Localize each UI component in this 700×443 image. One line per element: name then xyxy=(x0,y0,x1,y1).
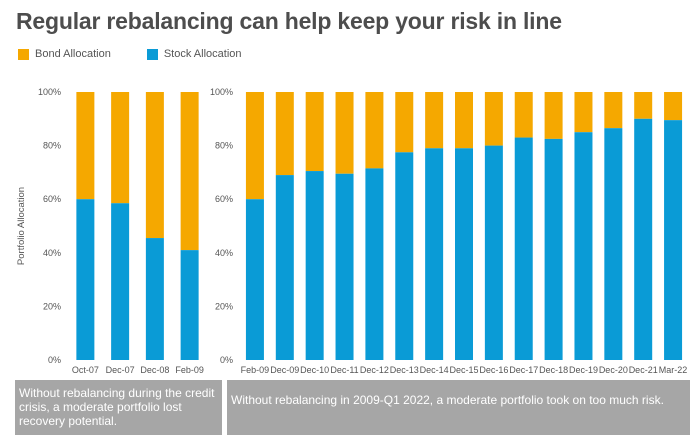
right-bar-bond xyxy=(574,92,593,133)
left-bar-stock xyxy=(76,199,95,360)
left-chart: 0% 20% 40% 60% 80% 100% Portfolio Allocation Oc… xyxy=(16,87,204,375)
legend-swatch-stock xyxy=(146,48,158,60)
right-bar-bond xyxy=(425,92,444,149)
right-xtick-label: Dec-13 xyxy=(390,365,419,375)
left-bar-bond xyxy=(145,92,164,239)
right-bar-bond xyxy=(335,92,354,174)
right-xtick-label: Dec-12 xyxy=(360,365,389,375)
right-bar-bond xyxy=(245,92,264,200)
right-bar-stock xyxy=(245,199,264,360)
right-xtick-label: Dec-11 xyxy=(330,365,358,375)
legend-label-stock: Stock Allocation xyxy=(163,48,242,60)
right-bar-stock xyxy=(335,173,354,360)
right-xtick-label: Dec-14 xyxy=(420,365,449,375)
left-bar-bond xyxy=(111,92,130,204)
left-ytick-label: 100% xyxy=(38,87,61,97)
right-bar-bond xyxy=(275,92,294,176)
note-2009-2022: Without rebalancing in 2009-Q1 2022, a m… xyxy=(227,380,690,435)
right-ytick-label: 100% xyxy=(210,87,233,97)
left-xtick-label: Feb-09 xyxy=(175,365,204,375)
right-xtick-label: Dec-21 xyxy=(629,365,658,375)
right-bar-stock xyxy=(305,171,324,360)
right-xtick-label: Dec-18 xyxy=(539,365,568,375)
left-bar-bond xyxy=(180,92,199,251)
left-ytick-label: 60% xyxy=(43,194,61,204)
legend-swatch-bond xyxy=(18,48,29,60)
right-bar-bond xyxy=(664,92,683,121)
right-bar-bond xyxy=(455,92,473,149)
right-ytick-label: 40% xyxy=(215,248,233,258)
right-bar-stock xyxy=(455,148,473,360)
right-ytick-label: 20% xyxy=(215,301,233,311)
right-xtick-label: Dec-15 xyxy=(449,365,478,375)
right-xtick-label: Dec-19 xyxy=(569,365,598,375)
right-bar-bond xyxy=(634,92,653,119)
right-bar-stock xyxy=(395,152,414,360)
left-ytick-label: 80% xyxy=(43,141,61,151)
left-bar-stock xyxy=(111,203,130,360)
right-xtick-label: Dec-16 xyxy=(479,365,508,375)
right-bar-stock xyxy=(604,128,623,360)
left-y-axis-label: Portfolio Allocation xyxy=(16,187,27,265)
right-bar-stock xyxy=(574,132,593,360)
right-bar-stock xyxy=(544,138,563,360)
left-ytick-label: 20% xyxy=(43,301,61,311)
right-bar-bond xyxy=(514,92,533,138)
legend-item-bond: Bond Allocation xyxy=(18,48,111,60)
right-chart: 0%20%40%60%80%100%Feb-09 Dec-09 Dec-10 Dec-… xyxy=(210,87,687,375)
allocation-charts: 0% 20% 40% 60% 80% 100% Portfolio Allocation Oc… xyxy=(16,87,687,375)
right-bar-stock xyxy=(425,148,444,360)
right-bar-bond xyxy=(365,92,384,169)
legend: Bond Allocation Stock Allocation xyxy=(18,47,278,61)
right-xtick-label: Dec-20 xyxy=(599,365,628,375)
note-credit-crisis: Without rebalancing during the credit cr… xyxy=(15,380,222,435)
left-bar-stock xyxy=(180,250,199,360)
right-xtick-label: Dec-17 xyxy=(509,365,538,375)
left-ytick-label: 40% xyxy=(43,248,61,258)
left-xtick-label: Dec-08 xyxy=(140,365,169,375)
right-xtick-label: Dec-09 xyxy=(270,365,299,375)
right-bar-bond xyxy=(484,92,503,146)
legend-label-bond: Bond Allocation xyxy=(35,48,111,60)
right-bar-bond xyxy=(604,92,623,129)
right-bar-stock xyxy=(514,137,533,360)
left-ytick-label: 0% xyxy=(48,355,61,365)
left-xtick-label: Dec-07 xyxy=(106,365,135,375)
right-ytick-label: 60% xyxy=(215,194,233,204)
right-bar-stock xyxy=(634,118,653,360)
right-bar-stock xyxy=(275,175,294,360)
left-bar-stock xyxy=(145,238,164,360)
right-bar-bond xyxy=(544,92,563,139)
right-ytick-label: 80% xyxy=(215,141,233,151)
right-xtick-label: Dec-10 xyxy=(300,365,329,375)
left-xtick-label: Oct-07 xyxy=(72,365,99,375)
right-bar-stock xyxy=(484,145,503,360)
right-bar-stock xyxy=(664,120,683,360)
right-bar-stock xyxy=(365,168,384,360)
chart-title: Regular rebalancing can help keep your r… xyxy=(16,8,562,34)
right-bar-bond xyxy=(395,92,414,153)
right-bar-bond xyxy=(305,92,324,172)
right-ytick-label: 0% xyxy=(220,355,233,365)
left-bar-bond xyxy=(76,92,95,200)
right-xtick-label: Feb-09 xyxy=(241,365,270,375)
legend-item-stock: Stock Allocation xyxy=(146,48,242,60)
right-xtick-label: Mar-22 xyxy=(659,365,688,375)
